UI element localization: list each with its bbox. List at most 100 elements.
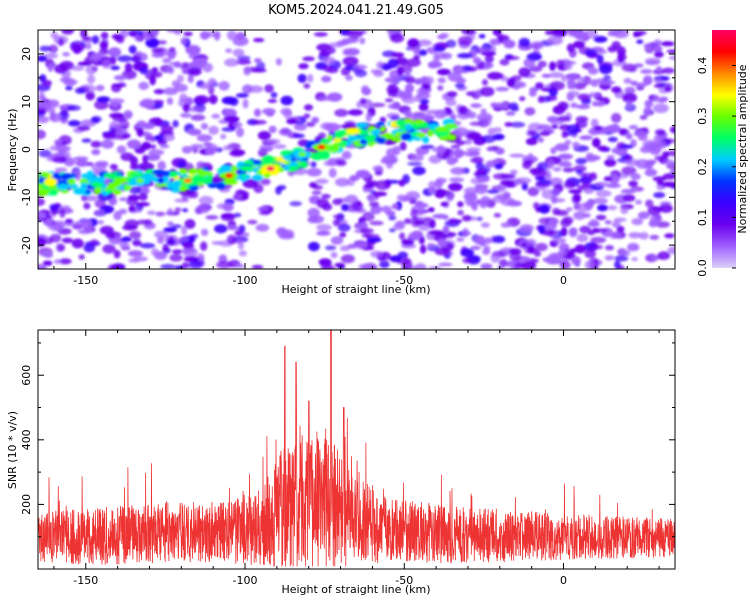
heatmap-cell [535,82,544,90]
heatmap-cell [604,255,615,261]
heatmap-cell [582,75,592,86]
heatmap-cell [196,134,213,142]
heatmap-cell [511,75,522,82]
heatmap-cell [480,108,487,115]
heatmap-cell [144,154,161,161]
heatmap-cell [310,215,325,224]
heatmap-cell [596,204,609,212]
heatmap-cell [635,199,642,205]
heatmap-cell [448,182,463,192]
heatmap-cell [490,252,501,263]
heatmap-cell [584,249,596,259]
heatmap-cell [53,259,62,264]
heatmap-cell [128,45,137,54]
heatmap-cell [132,240,142,247]
heatmap-cell [351,201,364,211]
heatmap-cell [388,215,397,221]
heatmap-cell [595,101,605,107]
heatmap-cell [487,71,503,80]
heatmap-cell [308,241,320,252]
heatmap-cell [49,233,62,243]
heatmap-cell [463,150,479,157]
heatmap-cell [416,210,425,216]
heatmap-cell [387,179,400,184]
heatmap-cell [372,191,388,197]
heatmap-cell [335,159,347,167]
heatmap-cell [493,213,502,218]
heatmap-cell [661,181,675,187]
heatmap-cell [85,65,97,75]
heatmap-cell [628,232,642,239]
heatmap-cell [180,36,188,46]
heatmap-cell [255,223,270,232]
heatmap-cell [410,209,418,219]
heatmap-cell [450,167,466,175]
heatmap-cell [339,245,351,252]
heatmap-cell [369,102,386,108]
heatmap-cell [270,91,278,99]
heatmap-cell [389,255,402,263]
heatmap-cell [62,52,71,57]
heatmap-cell [205,215,219,220]
heatmap-ridge-cell [445,123,457,128]
heatmap-cell [275,186,282,195]
heatmap-cell [403,218,412,225]
heatmap-cell [640,69,653,74]
heatmap-cell [199,31,210,40]
heatmap-cell [660,41,675,47]
heatmap-cell [387,58,399,69]
heatmap-cell [142,154,149,164]
heatmap-cell [579,135,593,140]
heatmap-cell [46,107,56,114]
heatmap-cell [181,262,190,269]
heatmap-cell [116,145,127,154]
heatmap-cell [643,75,653,86]
heatmap-cell [620,188,636,194]
heatmap-cell [321,75,332,83]
heatmap-cell [645,199,654,208]
heatmap-cell [112,114,128,123]
heatmap-cell [657,251,671,260]
heatmap-cell [94,199,106,208]
heatmap-cell [226,225,241,231]
heatmap-y-label: Frequency (Hz) [6,109,19,192]
heatmap-cell [550,147,557,155]
heatmap-cell [386,161,393,169]
heatmap-cell [226,234,237,245]
heatmap-cell [313,32,328,37]
heatmap-cell [588,92,601,98]
heatmap-cell [605,245,614,251]
y-tick-label: 10 [20,95,33,109]
heatmap-cell [157,160,166,171]
colorbar-tick-label: 0.3 [696,107,709,125]
snr-frame [37,329,676,570]
heatmap-cell [257,130,271,141]
heatmap-cell [358,264,370,269]
heatmap-ridge-cell [73,187,87,195]
heatmap-cell [576,104,591,110]
heatmap-cell [653,45,663,53]
heatmap-cell [604,220,612,225]
heatmap-cell [438,145,445,155]
heatmap-cell [611,86,622,94]
heatmap-cell [607,205,618,211]
snr-y-ticks: 200 400 600 [20,342,675,538]
heatmap-cell [486,147,495,152]
heatmap-cell [372,166,379,171]
heatmap-cell [411,230,423,238]
heatmap-cell [380,205,392,213]
heatmap-cell [504,122,513,127]
heatmap-cell [115,129,128,134]
heatmap-ridge-cell [98,177,105,184]
heatmap-cell [427,61,439,69]
heatmap-cell [126,139,141,149]
heatmap-cell [462,65,472,71]
heatmap-cell [157,139,168,145]
heatmap-ridge-cell [438,136,452,141]
heatmap-ridge-cell [346,127,360,135]
heatmap-cell [114,74,127,81]
heatmap-cell [509,121,526,128]
heatmap-cell [67,120,81,127]
heatmap-cell [342,56,359,67]
